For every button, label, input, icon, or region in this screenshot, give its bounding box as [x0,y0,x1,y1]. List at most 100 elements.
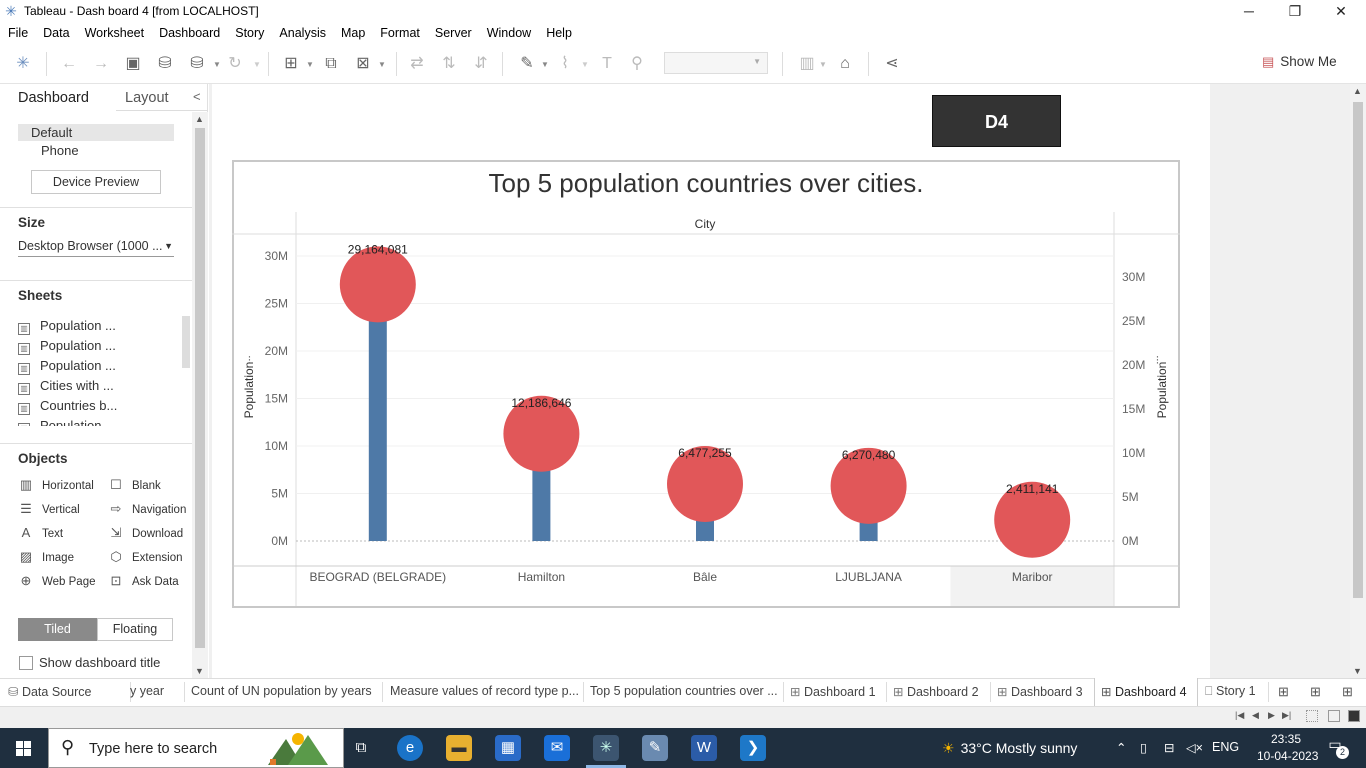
tab-sheet[interactable]: Count of UN population by years [191,684,372,698]
canvas-scrollbar[interactable]: ▲ ▼ [1350,84,1366,678]
dashboard-badge[interactable]: D4 [932,95,1061,147]
menu-server[interactable]: Server [434,26,472,40]
sheet-item[interactable]: ▥Population ... [18,418,182,426]
pause-updates-icon[interactable]: ⛁ [190,55,204,72]
new-story-icon[interactable]: ⊞ [1342,684,1353,699]
paint-icon[interactable]: ✎ [642,735,668,761]
sort-ascending-icon[interactable]: ⇅ [442,55,456,72]
scroll-down-icon[interactable]: ▼ [1353,666,1362,676]
chevron-down-icon[interactable]: ▼ [378,60,386,69]
sheet-item[interactable]: ▥Population ... [18,358,182,376]
restore-button[interactable]: ❐ [1288,3,1302,19]
size-dropdown[interactable]: Desktop Browser (1000 ... ▼ [18,239,174,257]
chevron-down-icon[interactable]: ▼ [541,60,549,69]
object-blank[interactable]: ☐ Blank [108,477,161,493]
file-explorer-icon[interactable]: ▬ [446,735,472,761]
object-ask-data[interactable]: ⊡ Ask Data [108,573,179,589]
group-members-icon[interactable]: ⌇ [561,55,569,72]
tiled-toggle[interactable]: Tiled [18,618,97,641]
volume-muted-icon[interactable]: ◁× [1186,741,1203,755]
menu-dashboard[interactable]: Dashboard [159,26,221,40]
tabs-view-icon[interactable] [1348,710,1360,722]
tab-sheet[interactable]: Top 5 population countries over ... [590,684,778,698]
tab-dashboard[interactable]: Dashboard [18,90,89,106]
tab-sheet[interactable]: Measure values of record type p... [390,684,579,698]
new-dashboard-icon[interactable]: ⊞ [1310,684,1321,699]
menu-file[interactable]: File [8,26,29,40]
chart-svg[interactable]: City 0M 5M 10M 15M 20M 25M 30M 0M 5M 10M 15M 20M 25M 3… [232,160,1180,608]
duplicate-sheet-icon[interactable]: ⧉ [325,55,337,72]
object-horizontal[interactable]: ▥ Horizontal [19,477,94,492]
last-sheet-icon[interactable]: ▶| [1282,710,1292,720]
sheet-item[interactable]: ▥Population ... [18,338,182,356]
menu-analysis[interactable]: Analysis [279,26,326,40]
windows-start-icon[interactable] [0,728,48,768]
object-download[interactable]: ⇲ Download [108,525,184,541]
object-text[interactable]: A Text [18,525,63,540]
show-dashboard-title-checkbox[interactable] [19,656,33,670]
sheet-item[interactable]: ▥ Countries b... [18,398,182,416]
clear-sheet-icon[interactable]: ⊠ [356,55,370,72]
clock-time[interactable]: 23:35 [1270,732,1302,746]
close-button[interactable]: ✕ [1335,3,1347,19]
sheet-sorter-icon[interactable] [1306,710,1318,722]
scroll-down-icon[interactable]: ▼ [195,666,204,676]
minimize-button[interactable]: ─ [1244,3,1254,19]
new-worksheet-icon[interactable]: ⊞ [284,55,298,72]
refresh-icon[interactable]: ↻ [228,55,242,72]
chevron-down-icon[interactable]: ▼ [819,60,827,69]
floating-toggle[interactable]: Floating [97,618,173,641]
device-icon[interactable]: ▯ [1140,741,1147,755]
left-panel-scrollbar[interactable]: ▲ ▼ [192,112,208,678]
show-me-button[interactable]: ▤ Show Me [1262,54,1337,70]
show-hidden-icons-icon[interactable]: ⌃ [1116,741,1127,755]
task-view-icon[interactable]: ⧉ [355,739,367,756]
object-vertical[interactable]: ☰ Vertical [18,501,80,517]
vscode-icon[interactable]: ❯ [740,735,766,761]
new-data-source-icon[interactable]: ⛁ [158,55,172,72]
tableau-logo-icon[interactable]: ✳ [16,55,30,72]
object-web-page[interactable]: ⊕ Web Page [18,573,96,589]
word-icon[interactable]: W [691,735,717,761]
first-sheet-icon[interactable]: |◀ [1235,710,1245,720]
network-icon[interactable]: ⊟ [1164,741,1175,755]
menu-window[interactable]: Window [486,26,532,40]
edge-browser-icon[interactable]: e [397,735,423,761]
language-indicator[interactable]: ENG [1212,740,1240,754]
chevron-down-icon[interactable]: ▼ [253,60,261,69]
object-extension[interactable]: ⬡ Extension [108,549,182,565]
menu-story[interactable]: Story [235,26,265,40]
next-sheet-icon[interactable]: ▶ [1268,710,1275,720]
share-icon[interactable]: ⋖ [885,55,899,72]
new-worksheet-icon[interactable]: ⊞ [1278,684,1289,699]
tab-data-source[interactable]: ⛁ Data Source [8,685,92,699]
sheet-item[interactable]: ▥ Cities with ... [18,378,182,396]
notifications-icon[interactable]: ▭ 2 [1324,736,1349,759]
microsoft-store-icon[interactable]: ▦ [495,735,521,761]
sheet-item[interactable]: ▥Population ... [18,318,182,336]
device-phone-item[interactable]: Phone [41,143,79,158]
menu-map[interactable]: Map [340,26,366,40]
show-mark-labels-icon[interactable]: T [602,55,612,72]
film-strip-icon[interactable] [1328,710,1340,722]
fix-axes-icon[interactable]: ⚲ [631,55,643,72]
menu-format[interactable]: Format [380,26,420,40]
clock-date[interactable]: 10-04-2023 [1257,749,1319,763]
scrollbar-thumb[interactable] [1353,102,1363,598]
sheets-scrollbar[interactable] [182,316,190,368]
menu-worksheet[interactable]: Worksheet [84,26,145,40]
chevron-down-icon[interactable]: ▼ [306,60,314,69]
tab-dashboard-1[interactable]: ⊞ Dashboard 1 [790,685,876,699]
tab-dashboard-3[interactable]: ⊞ Dashboard 3 [997,685,1083,699]
scroll-up-icon[interactable]: ▲ [1353,86,1362,96]
sort-descending-icon[interactable]: ⇵ [474,55,488,72]
save-icon[interactable]: ▣ [125,55,141,72]
swap-rows-columns-icon[interactable]: ⇄ [410,55,424,72]
highlight-icon[interactable]: ✎ [520,55,534,72]
device-preview-button[interactable]: Device Preview [31,170,161,194]
fit-dropdown[interactable]: ▼ [664,52,768,74]
tab-dashboard-4[interactable]: ⊞ Dashboard 4 [1094,678,1198,706]
tab-dashboard-2[interactable]: ⊞ Dashboard 2 [893,685,979,699]
mail-icon[interactable]: ✉ [544,735,570,761]
chevron-down-icon[interactable]: ▼ [213,60,221,69]
